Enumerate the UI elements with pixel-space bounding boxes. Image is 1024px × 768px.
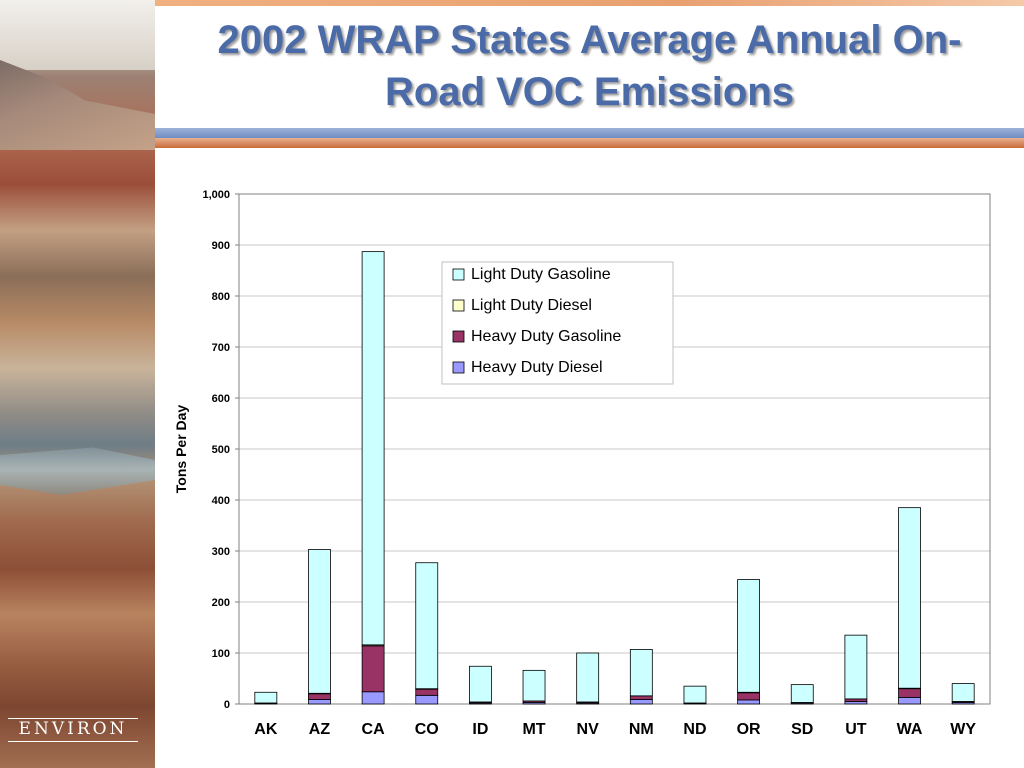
x-tick-label: CA xyxy=(362,721,386,738)
bar-id-light-duty-gasoline xyxy=(468,665,492,703)
title-rule-blue xyxy=(155,128,1024,138)
x-tick-label: ID xyxy=(472,721,488,738)
bars xyxy=(254,251,975,705)
bar-az-heavy-duty-diesel xyxy=(308,699,331,705)
slide-title-line2: Road VOC Emissions xyxy=(385,70,794,114)
bar-or-light-duty-gasoline xyxy=(737,579,761,693)
bar-ut-light-duty-gasoline xyxy=(844,634,868,700)
bar-or-heavy-duty-gasoline xyxy=(737,692,761,701)
x-tick-label: NM xyxy=(629,721,654,738)
x-tick-label: MT xyxy=(522,721,545,738)
bar-co-heavy-duty-diesel xyxy=(415,694,439,705)
bar-ca-heavy-duty-diesel xyxy=(361,691,385,705)
accent-bar-top xyxy=(155,0,1024,6)
x-tick-label: WY xyxy=(950,721,976,738)
legend-swatch xyxy=(452,268,465,281)
photo-sky xyxy=(0,0,155,70)
x-tick-label: AK xyxy=(254,721,278,738)
environ-logo: ENVIRON xyxy=(8,718,138,742)
x-tick-label: OR xyxy=(737,721,761,738)
x-tick-label: CO xyxy=(415,721,439,738)
legend-swatch xyxy=(452,361,465,374)
bar-ca-heavy-duty-gasoline xyxy=(361,645,385,693)
bar-nv-light-duty-gasoline xyxy=(576,652,600,703)
y-tick-label: 1,000 xyxy=(202,189,230,201)
y-axis-label: Tons Per Day xyxy=(173,405,189,494)
bar-az-light-duty-gasoline xyxy=(308,549,331,694)
x-tick-label: NV xyxy=(577,721,600,738)
y-tick-label: 100 xyxy=(212,648,230,660)
legend-box xyxy=(441,261,674,385)
bar-sd-light-duty-gasoline xyxy=(790,684,814,703)
bar-or-heavy-duty-diesel xyxy=(737,699,761,705)
x-axis-ticks: AK AZ CA CO ID MT NV NM ND OR SD UT WA WY xyxy=(254,721,976,738)
canyon-photo: ENVIRON xyxy=(0,0,155,768)
legend-entry: Light Duty Diesel xyxy=(471,297,592,314)
bar-wa-light-duty-gasoline xyxy=(898,507,921,689)
bar-nm-light-duty-gasoline xyxy=(629,649,653,697)
bar-wa-heavy-duty-gasoline xyxy=(898,688,921,698)
legend-swatch xyxy=(452,299,465,312)
bar-wa-heavy-duty-diesel xyxy=(898,696,921,705)
y-axis-ticks: 0 100 200 300 400 500 600 700 800 900 1,000 xyxy=(202,189,239,711)
legend-entry: Heavy Duty Gasoline xyxy=(471,328,621,345)
bar-ak-light-duty-gasoline xyxy=(254,691,278,704)
photo-ridge xyxy=(0,60,155,150)
x-tick-label: AZ xyxy=(309,721,331,738)
stacked-bar-chart: 0 100 200 300 400 500 600 700 800 900 1,000 AK AZ CA… xyxy=(173,189,991,738)
slide-title-line1: 2002 WRAP States Average Annual On- xyxy=(217,18,962,62)
x-tick-label: SD xyxy=(791,721,813,738)
y-tick-label: 900 xyxy=(212,240,230,252)
y-tick-label: 300 xyxy=(212,546,230,558)
y-tick-label: 400 xyxy=(212,495,230,507)
y-tick-label: 600 xyxy=(212,393,230,405)
legend: Light Duty Gasoline Light Duty Diesel Heav… xyxy=(441,261,674,385)
bar-nm-heavy-duty-gasoline xyxy=(629,695,653,700)
bar-wy-light-duty-gasoline xyxy=(951,683,975,702)
bar-az-heavy-duty-gasoline xyxy=(308,693,331,700)
bar-co-heavy-duty-gasoline xyxy=(415,688,439,696)
slide-title: 2002 WRAP States Average Annual On- Road… xyxy=(155,14,1024,118)
y-tick-label: 500 xyxy=(212,444,230,456)
title-rule-orange xyxy=(155,138,1024,148)
legend-swatch xyxy=(452,330,465,343)
x-tick-label: UT xyxy=(845,721,867,738)
photo-river xyxy=(0,447,155,495)
bar-nd-light-duty-gasoline xyxy=(683,685,707,704)
x-tick-label: WA xyxy=(897,721,923,738)
legend-entry: Light Duty Gasoline xyxy=(471,266,611,283)
y-tick-label: 0 xyxy=(224,699,230,711)
y-tick-label: 700 xyxy=(212,342,230,354)
y-tick-label: 200 xyxy=(212,597,230,609)
bar-ca-light-duty-gasoline xyxy=(361,251,385,646)
bar-nm-heavy-duty-diesel xyxy=(629,699,653,705)
x-tick-label: ND xyxy=(683,721,706,738)
y-tick-label: 800 xyxy=(212,291,230,303)
bar-co-light-duty-gasoline xyxy=(415,562,439,690)
bar-mt-light-duty-gasoline xyxy=(522,669,546,702)
legend-entry: Heavy Duty Diesel xyxy=(471,359,603,376)
